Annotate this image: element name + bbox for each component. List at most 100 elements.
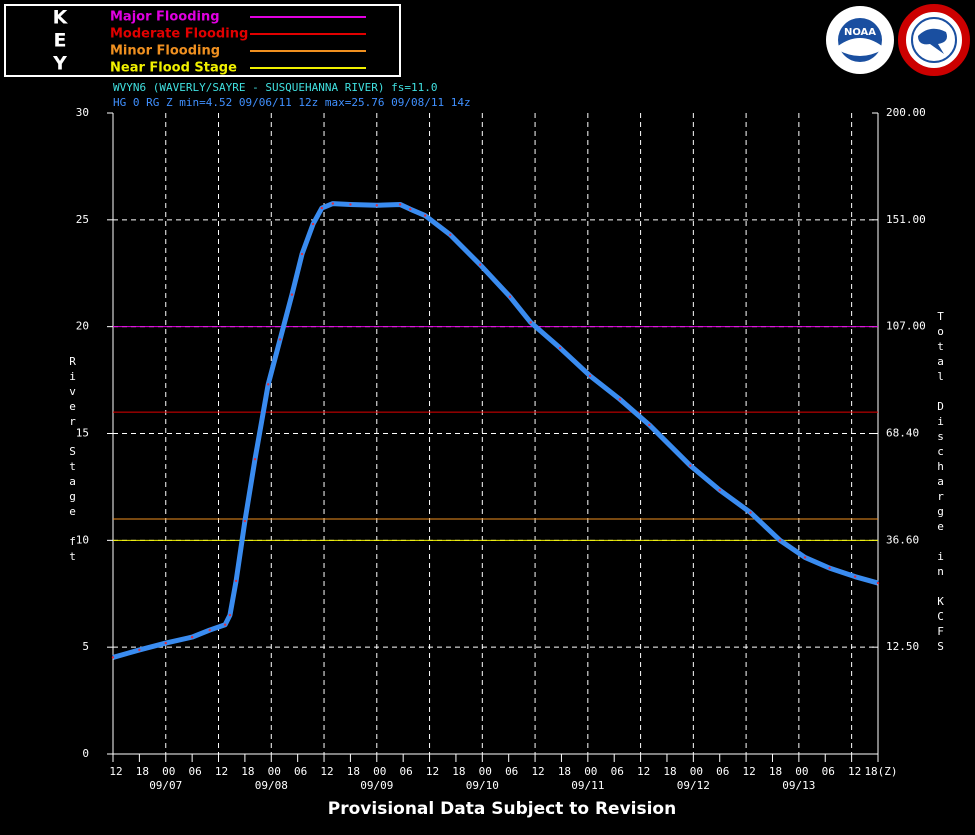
noaa-logo: NOAA (826, 6, 894, 74)
stage-point (423, 214, 427, 217)
stage-point (290, 293, 294, 296)
footer: Provisional Data Subject to Revision (328, 799, 676, 819)
key-label: Major Flooding (110, 10, 220, 25)
x-date-label: 09/07 (149, 779, 182, 792)
y2-tick-label: 200.00 (886, 106, 926, 119)
stage-point (331, 202, 335, 205)
x-tick-label: 06 (822, 765, 835, 778)
x-tick-label: 12 (426, 765, 439, 778)
stage-point (311, 222, 315, 226)
stage-point (243, 519, 247, 523)
stage-point (853, 575, 857, 578)
x-date-label: 09/08 (255, 779, 288, 792)
stage-point (320, 206, 324, 210)
x-tick-label: 00 (795, 765, 808, 778)
key-letter: Y (52, 53, 67, 75)
y-tick-label: 0 (82, 747, 89, 760)
x-date-label: 09/11 (571, 779, 604, 792)
stage-point (876, 581, 880, 585)
stage-point (278, 338, 282, 341)
y-tick-label: 20 (76, 320, 89, 333)
stage-point (300, 252, 304, 256)
stage-point (449, 233, 452, 236)
key-letter: E (54, 30, 67, 52)
stage-point (588, 374, 592, 378)
stage-point (266, 383, 270, 386)
x-tick-label: 06 (505, 765, 518, 778)
chart-title: WVYN6 (WAVERLY/SAYRE - SUSQUEHANNA RIVER… (113, 81, 438, 94)
y2-tick-label: 68.40 (886, 427, 919, 440)
stage-point (190, 635, 194, 639)
stage-line (112, 201, 879, 660)
stage-point (828, 566, 831, 570)
y-tick-label: 5 (82, 640, 89, 653)
x-tick-label: 12 (109, 765, 122, 778)
x-tick-label: 00 (268, 765, 281, 778)
x-tick-label: 06 (611, 765, 624, 778)
key-label: Moderate Flooding (110, 27, 248, 42)
x-date-label: 09/10 (466, 779, 499, 792)
stage-point (803, 556, 807, 559)
x-tick-label: 18(Z) (864, 765, 897, 778)
y-tick-label: 25 (76, 213, 89, 226)
x-tick-label: 12 (742, 765, 755, 778)
stage-point (349, 203, 352, 206)
x-tick-label: 06 (400, 765, 413, 778)
x-tick-label: 00 (162, 765, 175, 778)
x-tick-label: 18 (452, 765, 465, 778)
x-date-label: 09/12 (677, 779, 710, 792)
stage-point (208, 628, 211, 632)
x-date-label: 09/09 (360, 779, 393, 792)
x-tick-label: 06 (189, 765, 202, 778)
x-tick-label: 00 (584, 765, 597, 778)
y2-tick-label: 12.50 (886, 640, 919, 653)
stage-point (228, 613, 232, 617)
stage-point (478, 263, 482, 266)
y2-axis-label: Total Discharge in KCFS (934, 310, 947, 655)
stage-point (409, 207, 412, 211)
x-tick-label: 12 (848, 765, 861, 778)
stage-point (111, 656, 115, 659)
y-tick-label: 15 (76, 427, 89, 440)
key-label: Minor Flooding (110, 44, 220, 59)
stage-point (778, 539, 782, 542)
y2-tick-label: 151.00 (886, 213, 926, 226)
stage-point (648, 423, 651, 427)
y-tick-label: 10 (76, 533, 89, 546)
x-tick-label: 12 (320, 765, 333, 778)
stage-point (223, 623, 227, 626)
x-tick-label: 00 (373, 765, 386, 778)
x-tick-label: 06 (294, 765, 307, 778)
y-tick-label: 30 (76, 106, 89, 119)
y2-tick-label: 36.60 (886, 533, 919, 546)
noaa-text: NOAA (844, 27, 876, 38)
x-tick-label: 12 (531, 765, 544, 778)
stage-point (375, 204, 378, 207)
x-tick-label: 06 (716, 765, 729, 778)
stage-point (718, 488, 721, 492)
stage-point (618, 398, 622, 401)
stage-point (138, 648, 141, 652)
x-tick-label: 18 (347, 765, 360, 778)
stage-point (558, 346, 562, 350)
key-letter: K (53, 7, 69, 29)
x-tick-label: 12 (215, 765, 228, 778)
x-tick-label: 00 (479, 765, 492, 778)
stage-point (689, 464, 692, 467)
stage-point (749, 511, 752, 514)
x-tick-label: 12 (637, 765, 650, 778)
stage-point (529, 321, 532, 324)
x-tick-label: 18 (558, 765, 571, 778)
stage-point (234, 579, 238, 583)
stage-point (398, 203, 402, 206)
y-axis-label: River Stage ft (66, 355, 79, 565)
x-tick-label: 18 (663, 765, 676, 778)
stage-point (164, 641, 167, 645)
x-date-label: 09/13 (782, 779, 815, 792)
nws-logo (898, 4, 970, 76)
stage-point (253, 457, 257, 461)
stage-point (508, 295, 512, 298)
key-label: Near Flood Stage (110, 61, 237, 76)
x-tick-label: 18 (769, 765, 782, 778)
